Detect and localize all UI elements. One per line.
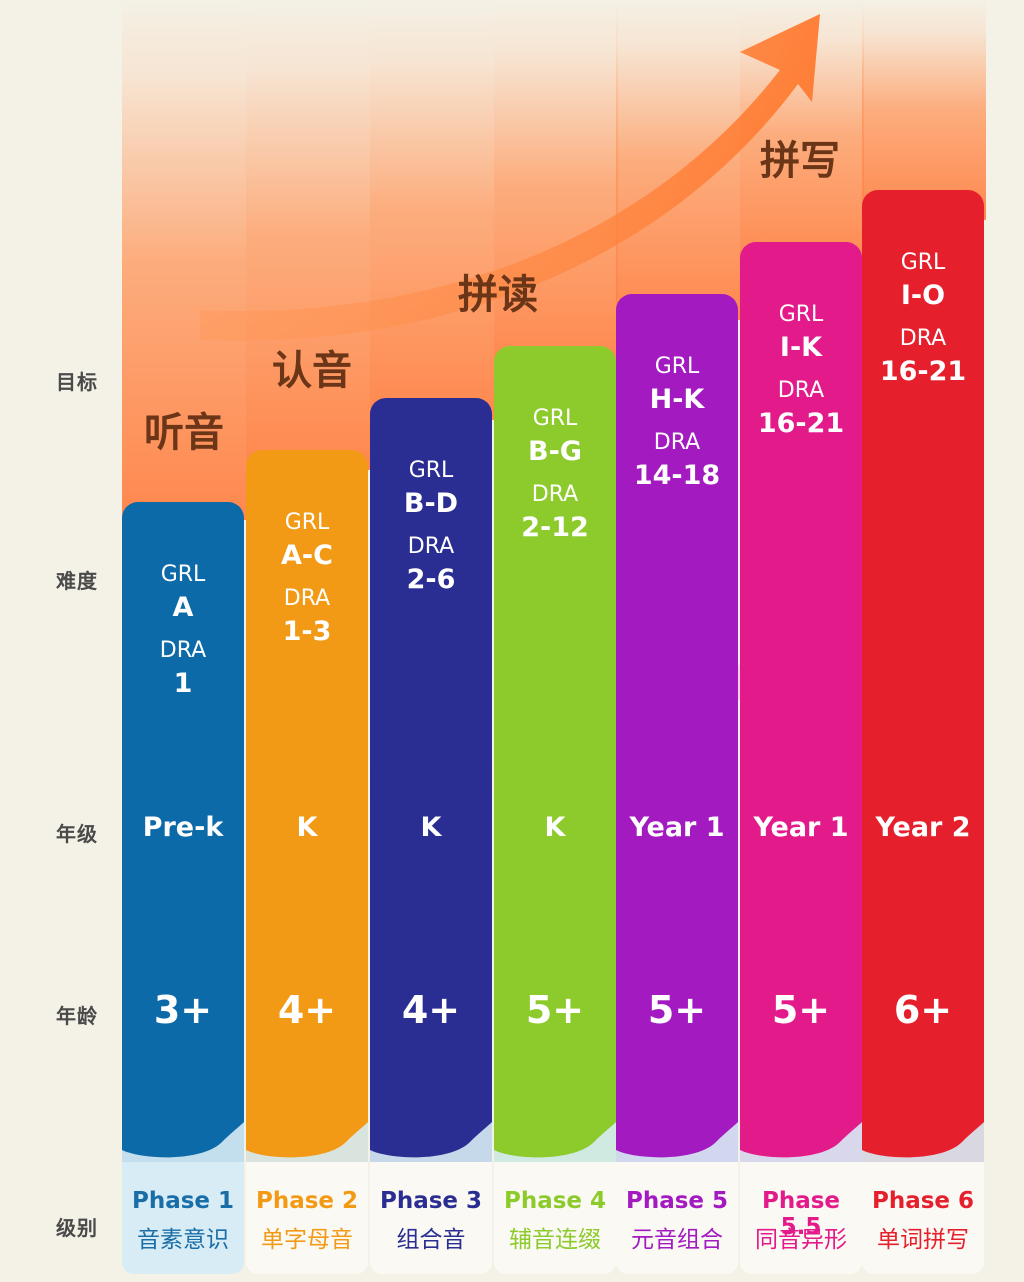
dra-value: 1-3 [282, 616, 332, 647]
phase-column: GRL B-D DRA 2-6 K 4+ [370, 398, 492, 1162]
bar-bottom-curve [370, 1122, 492, 1162]
phase-column: GRL A-C DRA 1-3 K 4+ [246, 450, 368, 1162]
age-value: 5+ [525, 988, 585, 1032]
goal-listening: 听音 [144, 410, 224, 456]
bar-bottom-curve [740, 1122, 862, 1162]
grl-value: I-O [900, 280, 946, 311]
dra-value: 2-12 [521, 512, 589, 543]
phase-description: 辅音连缀 [509, 1227, 601, 1253]
dra-value: 1 [173, 668, 193, 699]
grl-label: GRL [900, 250, 946, 275]
glow-column [122, 0, 246, 520]
phase-description: 音素意识 [137, 1227, 229, 1253]
phase-level-box: Phase 1 音素意识 [122, 1162, 244, 1274]
grade-value: K [296, 812, 318, 843]
age-value: 5+ [771, 988, 831, 1032]
grl-label: GRL [654, 354, 700, 379]
row-label-difficulty: 难度 [56, 569, 98, 593]
dra-label: DRA [777, 378, 825, 403]
phase-name: Phase 5.5 [761, 1188, 841, 1240]
goal-recognition: 认音 [272, 348, 352, 394]
phase-name: Phase 6 [871, 1188, 975, 1214]
bar-bottom-curve [862, 1122, 984, 1162]
dra-value: 14-18 [633, 460, 721, 491]
grade-value: K [544, 812, 566, 843]
grade-value: K [420, 812, 442, 843]
phase-level-box: Phase 4 辅音连缀 [494, 1162, 616, 1274]
bar-bottom-curve [122, 1122, 244, 1162]
dra-label: DRA [407, 534, 455, 559]
phase-level-box: Phase 5 元音组合 [616, 1162, 738, 1274]
age-value: 6+ [893, 988, 953, 1032]
grl-value: I-K [779, 332, 823, 363]
age-value: 3+ [153, 988, 213, 1032]
grl-label: GRL [778, 302, 824, 327]
glow-column [494, 0, 618, 370]
phase-description: 组合音 [396, 1227, 466, 1253]
bar-bottom-curve [494, 1122, 616, 1162]
grade-value: Year 2 [875, 812, 971, 843]
age-value: 4+ [277, 988, 337, 1032]
phase-column: GRL A DRA 1 Pre-k 3+ [122, 502, 244, 1162]
bar-bottom-curve [616, 1122, 738, 1162]
dra-value: 2-6 [406, 564, 456, 595]
grl-label: GRL [532, 406, 578, 431]
dra-label: DRA [159, 638, 207, 663]
phase-level-box: Phase 3 组合音 [370, 1162, 492, 1274]
phase-description: 单词拼写 [877, 1227, 969, 1253]
glow-column [862, 0, 986, 220]
phase-column: GRL H-K DRA 14-18 Year 1 5+ [616, 294, 738, 1162]
phase-column: GRL I-K DRA 16-21 Year 1 5+ [740, 242, 862, 1162]
phase-column: GRL I-O DRA 16-21 Year 2 6+ [862, 190, 984, 1162]
row-label-level: 级别 [56, 1216, 98, 1240]
phase-column: GRL B-G DRA 2-12 K 5+ [494, 346, 616, 1162]
row-label-goal: 目标 [56, 370, 98, 394]
phase-level-box: Phase 2 单字母音 [246, 1162, 368, 1274]
phase-name: Phase 4 [503, 1188, 607, 1214]
grade-value: Pre-k [142, 812, 224, 843]
grl-label: GRL [408, 458, 454, 483]
grade-value: Year 1 [629, 812, 725, 843]
grade-value: Year 1 [753, 812, 849, 843]
phase-name: Phase 1 [131, 1188, 235, 1214]
row-label-grade: 年级 [56, 822, 98, 846]
phase-name: Phase 2 [255, 1188, 359, 1214]
age-value: 5+ [647, 988, 707, 1032]
row-label-age: 年龄 [56, 1004, 98, 1028]
bar-bottom-curve [246, 1122, 368, 1162]
phase-description: 同音异形 [755, 1227, 847, 1253]
grl-value: H-K [649, 384, 705, 415]
phase-level-box: Phase 6 单词拼写 [862, 1162, 984, 1274]
grl-value: A [172, 592, 194, 623]
grl-label: GRL [284, 510, 330, 535]
phase-name: Phase 3 [379, 1188, 483, 1214]
phase-level-box: Phase 5.5 同音异形 [740, 1162, 862, 1274]
goal-spelling: 拼写 [760, 138, 840, 184]
grl-label: GRL [160, 562, 206, 587]
dra-value: 16-21 [757, 408, 845, 439]
phase-description: 元音组合 [631, 1227, 723, 1253]
phase-name: Phase 5 [625, 1188, 729, 1214]
grl-value: B-D [403, 488, 459, 519]
dra-value: 16-21 [879, 356, 967, 387]
dra-label: DRA [531, 482, 579, 507]
dra-label: DRA [283, 586, 331, 611]
glow-column [370, 0, 494, 420]
dra-label: DRA [899, 326, 947, 351]
phase-description: 单字母音 [261, 1227, 353, 1253]
grl-value: A-C [281, 540, 333, 571]
age-value: 4+ [401, 988, 461, 1032]
glow-column [246, 0, 370, 470]
dra-label: DRA [653, 430, 701, 455]
goal-blending: 拼读 [458, 272, 538, 318]
grl-value: B-G [528, 436, 582, 467]
